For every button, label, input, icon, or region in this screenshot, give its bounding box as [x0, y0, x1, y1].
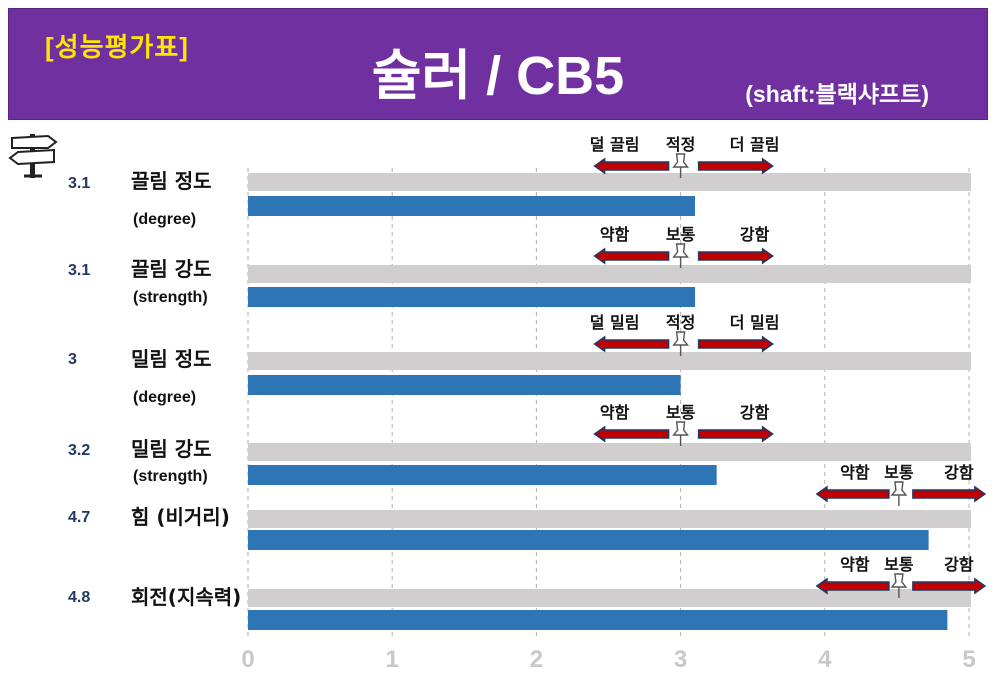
value-label: 3.1 [68, 262, 90, 279]
value-bar [248, 465, 717, 485]
indicator-group: 약함 보통 강함 [815, 463, 987, 506]
right-arrow [912, 577, 987, 595]
x-tick-label: 0 [241, 646, 254, 673]
category-label: 회전(지속력) [131, 585, 241, 609]
value-bar [248, 610, 948, 630]
header-banner: [성능평가표] 슐러 / CB5 (shaft:블랙샤프트) [8, 8, 988, 120]
x-tick-label: 1 [386, 646, 399, 673]
indicator-right-label: 더 밀림 [730, 313, 780, 332]
indicator-left-label: 약함 [840, 463, 870, 482]
indicator-right-label: 강함 [944, 463, 974, 482]
header-tag: [성능평가표] [45, 32, 189, 62]
indicator-right-label: 더 끌림 [730, 135, 780, 154]
category-label: 끌림 강도 [131, 257, 212, 281]
value-label: 3.2 [68, 442, 90, 459]
value-label: 3.1 [68, 175, 90, 192]
category-label: 밀림 강도 [131, 437, 212, 461]
pushpin-head [890, 573, 908, 588]
value-label: 3 [68, 351, 77, 368]
indicator-group: 약함 보통 강함 [593, 403, 774, 446]
indicator-left-label: 약함 [600, 225, 630, 244]
chart-row: 3.1 끌림 정도 (degree) 덜 끌림 적정 더 끌림 [68, 135, 971, 228]
pushpin-head [672, 421, 690, 436]
right-arrow [697, 157, 774, 175]
value-label: 4.7 [68, 509, 90, 526]
value-bar [248, 375, 681, 395]
indicator-left-label: 약함 [840, 555, 870, 574]
indicator-right-label: 강함 [740, 225, 770, 244]
indicator-group: 약함 보통 강함 [593, 225, 774, 268]
indicator-group: 덜 끌림 적정 더 끌림 [590, 135, 780, 178]
x-tick-label: 2 [530, 646, 543, 673]
category-sublabel: (strength) [133, 289, 208, 306]
right-arrow [697, 247, 774, 265]
signpost-icon [8, 134, 58, 178]
pushpin-icon [672, 331, 690, 356]
header-subtitle: (shaft:블랙샤프트) [745, 81, 929, 107]
indicator-center-label: 적정 [666, 313, 695, 332]
indicator-center-label: 보통 [884, 555, 914, 574]
indicator-center-label: 보통 [666, 403, 696, 422]
category-sublabel: (degree) [133, 389, 196, 406]
value-bar [248, 530, 929, 550]
pushpin-icon [890, 481, 908, 506]
indicator-left-label: 덜 끌림 [590, 135, 640, 154]
category-label: 밀림 정도 [131, 347, 212, 371]
chart-row: 3.2 밀림 강도(strength)약함 보통 강함 [68, 403, 971, 485]
pushpin-head [672, 331, 690, 346]
indicator-right-label: 강함 [944, 555, 974, 574]
track-bar [248, 510, 971, 528]
indicator-center-label: 보통 [666, 225, 696, 244]
indicator-group: 약함 보통 강함 [815, 555, 987, 598]
chart-row: 4.8 회전(지속력) 약함 보통 강함 [68, 555, 987, 630]
category-sublabel: (strength) [133, 468, 208, 485]
indicator-left-label: 약함 [600, 403, 630, 422]
chart-row: 4.7 힘 (비거리) 약함 보통 강함 [68, 463, 987, 550]
value-bar [248, 196, 696, 216]
track-bar [248, 589, 971, 607]
pushpin-icon [672, 243, 690, 268]
category-label: 힘 (비거리) [131, 505, 230, 529]
right-arrow [697, 425, 774, 443]
value-label: 4.8 [68, 589, 90, 606]
track-bar [248, 173, 971, 191]
chart-row: 3 밀림 정도 (degree) 덜 밀림 적정 더 밀림 [68, 313, 971, 406]
pushpin-icon [672, 153, 690, 178]
indicator-group: 덜 밀림 적정 더 밀림 [590, 313, 780, 356]
left-arrow [593, 247, 670, 265]
left-arrow [815, 577, 890, 595]
value-bar [248, 287, 696, 307]
right-arrow [697, 335, 774, 353]
left-arrow [593, 335, 670, 353]
category-sublabel: (degree) [133, 211, 196, 228]
category-label: 끌림 정도 [131, 169, 212, 193]
indicator-center-label: 적정 [666, 135, 695, 154]
x-tick-label: 5 [962, 646, 975, 673]
left-arrow [593, 425, 670, 443]
left-arrow [593, 157, 670, 175]
x-tick-label: 3 [674, 646, 687, 673]
pushpin-icon [672, 421, 690, 446]
pushpin-icon [890, 573, 908, 598]
right-arrow [912, 485, 987, 503]
pushpin-head [672, 243, 690, 258]
track-bar [248, 352, 971, 370]
indicator-center-label: 보통 [884, 463, 914, 482]
indicator-left-label: 덜 밀림 [590, 313, 640, 332]
x-tick-label: 4 [818, 646, 832, 673]
track-bar [248, 443, 971, 461]
chart-row: 3.1 끌림 강도 (strength) 약함 보통 강함 [68, 225, 971, 307]
pushpin-head [672, 153, 690, 168]
indicator-right-label: 강함 [740, 403, 770, 422]
left-arrow [815, 485, 890, 503]
pushpin-head [890, 481, 908, 496]
page-title: 슐러 / CB5 [371, 46, 625, 106]
track-bar [248, 265, 971, 283]
